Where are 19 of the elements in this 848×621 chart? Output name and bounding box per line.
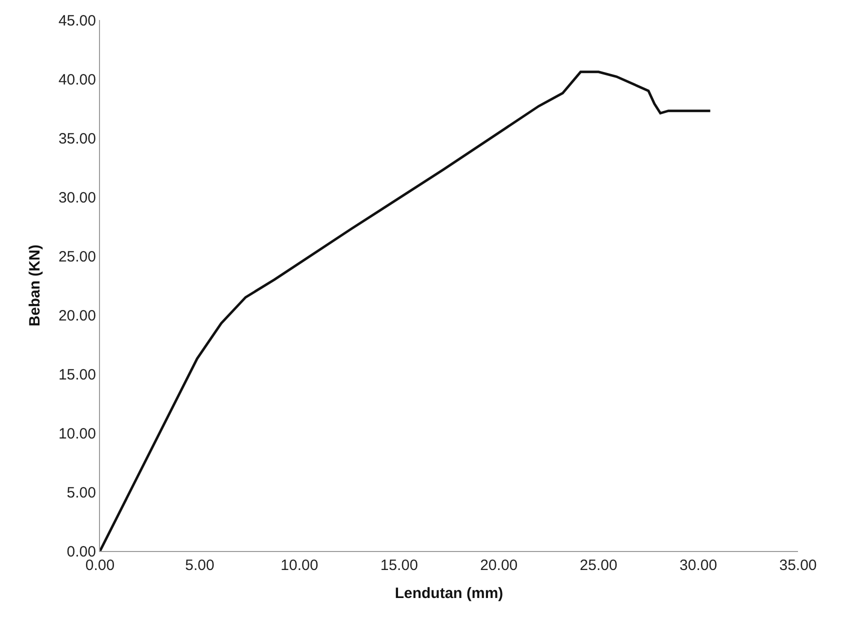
x-tick-label: 15.00: [380, 557, 418, 574]
y-tick-label: 40.00: [58, 71, 96, 88]
y-tick-label: 15.00: [58, 366, 96, 384]
x-tick-label: 10.00: [280, 557, 318, 574]
line-series: [100, 70, 712, 551]
x-tick-label: 5.00: [185, 557, 214, 574]
y-tick-label: 20.00: [58, 307, 96, 324]
x-tick-label: 30.00: [680, 557, 718, 574]
y-tick-label: 25.00: [58, 248, 96, 266]
y-axis-title: Beban (KN): [26, 244, 44, 326]
x-tick-label: 35.00: [779, 557, 817, 574]
x-axis-title: Lendutan (mm): [394, 585, 504, 602]
x-tick-label: 20.00: [480, 557, 518, 574]
y-tick-label: 35.00: [58, 130, 96, 148]
y-tick-label: 5.00: [66, 484, 96, 502]
y-tick-label: 30.00: [58, 189, 96, 206]
x-tick-label: 25.00: [580, 557, 618, 574]
y-tick-label: 45.00: [58, 12, 96, 30]
y-tick-label: 10.00: [58, 425, 96, 442]
